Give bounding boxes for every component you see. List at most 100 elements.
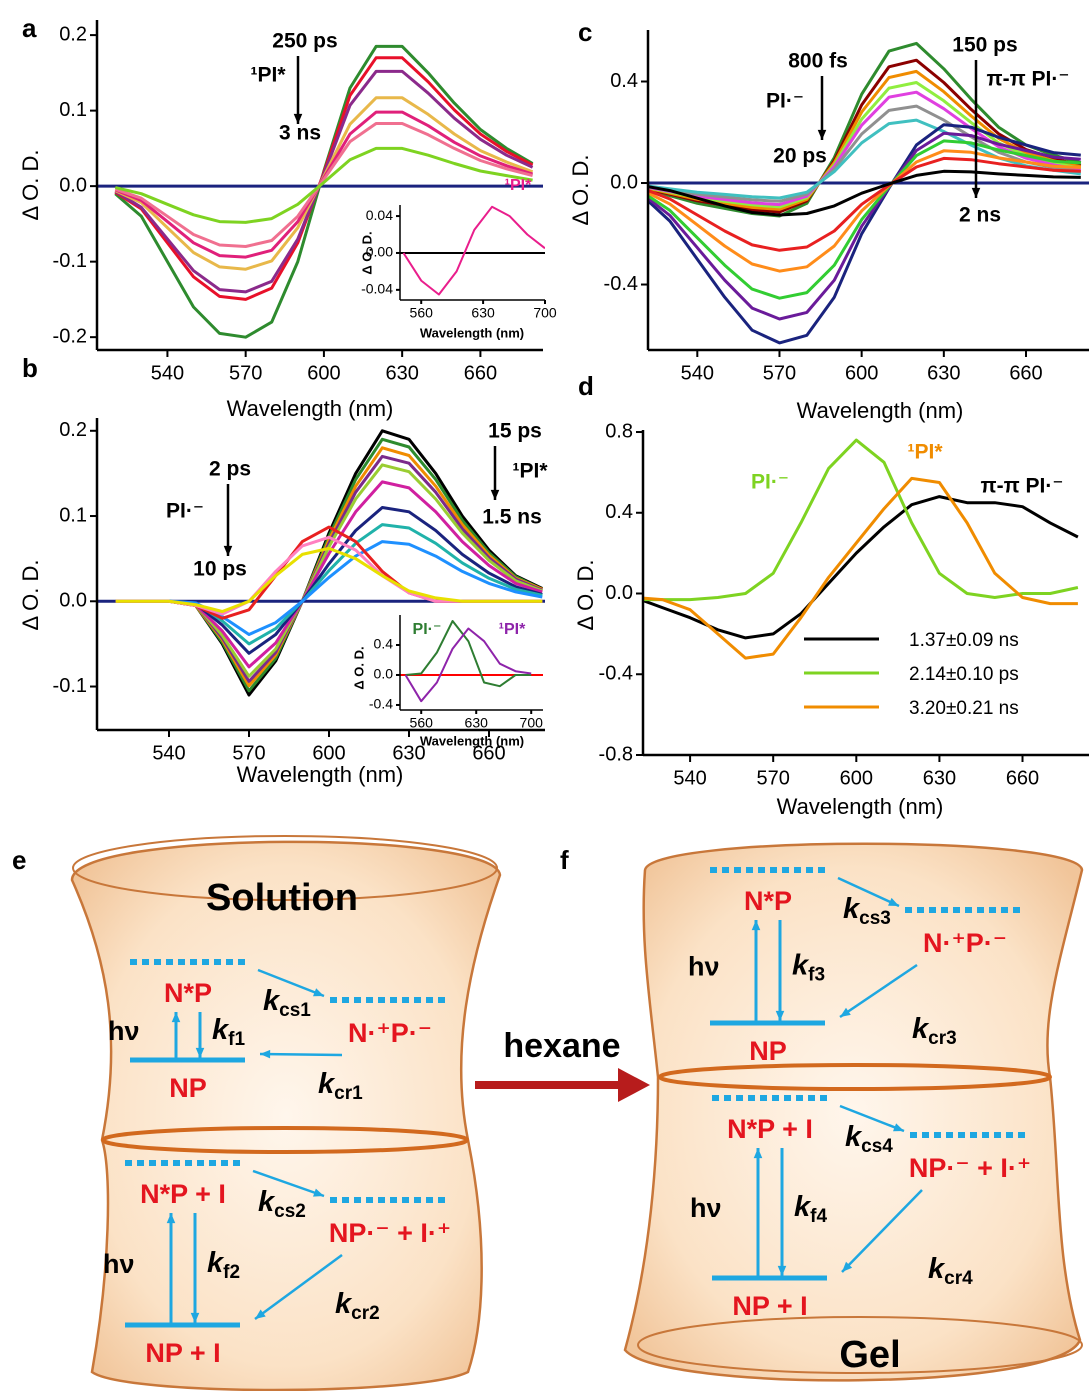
excited-state: N*P + I: [727, 1114, 813, 1144]
x-tick-label: 660: [464, 362, 497, 384]
rate-symbol: k: [912, 1013, 930, 1045]
container-rim: [637, 1316, 1083, 1374]
x-tick-label: 570: [763, 362, 796, 384]
arrowhead: [888, 897, 899, 906]
rate-subscript: cs1: [279, 1000, 311, 1021]
rate-constant: kcs3: [843, 893, 891, 929]
x-tick-label: 630: [465, 715, 489, 731]
x-tick-label: 540: [673, 767, 706, 789]
x-tick-label: 700: [520, 715, 544, 731]
panel-label: a: [22, 13, 37, 43]
y-tick-label: -0.4: [604, 273, 638, 295]
y-tick-label: -0.04: [361, 281, 393, 297]
y-tick-label: 0.2: [59, 23, 87, 45]
arrowhead: [293, 113, 303, 124]
data-line: [648, 139, 1081, 300]
annotation: 150 ps: [952, 34, 1017, 57]
container-rim: [72, 835, 498, 901]
container-divider: [658, 1063, 1052, 1091]
y-axis-label: Δ O. D.: [18, 560, 43, 631]
series-label: ¹PI*: [499, 621, 526, 638]
cs-state: NP·⁻ + I·⁺: [329, 1218, 451, 1248]
annotation-arrow: [259, 1052, 343, 1057]
arrowhead: [775, 1010, 785, 1021]
data-line: [114, 146, 533, 224]
annotation: 2 ps: [209, 458, 251, 481]
panel-label: c: [578, 17, 592, 47]
annotation: π-π PI·⁻: [987, 68, 1070, 91]
annotation: ¹PI*: [250, 64, 286, 87]
data-line: [115, 506, 543, 655]
rate-subscript: cr4: [944, 1268, 973, 1289]
y-tick-label: 0.1: [59, 504, 87, 526]
data-line: [648, 156, 1081, 252]
annotation-arrow: [252, 1169, 325, 1198]
x-tick-label: 600: [840, 767, 873, 789]
annotation-arrow: [254, 1253, 343, 1321]
panel-label: f: [560, 845, 569, 875]
x-tick-label: 660: [1006, 767, 1039, 789]
ground-state: NP + I: [732, 1291, 807, 1321]
legend-label: 2.14±0.10 ps: [909, 664, 1019, 685]
annotation: PI·⁻: [766, 90, 804, 113]
y-axis-label: Δ O. D.: [359, 231, 374, 274]
arrowhead: [166, 1213, 176, 1224]
solution-container: [70, 840, 502, 1391]
data-line: [643, 495, 1079, 640]
y-tick-label: 0.04: [366, 207, 393, 223]
y-tick-label: 0.2: [59, 419, 87, 441]
rate-constant: kf3: [792, 949, 825, 985]
data-line: [648, 169, 1081, 217]
x-axis-label: Wavelength (nm): [797, 398, 964, 423]
excitation: hν: [688, 952, 720, 982]
x-tick-label: 540: [152, 742, 185, 764]
excited-state: N*P + I: [140, 1179, 226, 1209]
rate-constant: kf4: [794, 1191, 827, 1227]
rate-constant: kcs2: [258, 1186, 306, 1222]
y-tick-label: -0.2: [53, 325, 87, 347]
data-line: [648, 41, 1082, 218]
y-tick-label: 0.8: [605, 420, 633, 442]
series-label: PI·⁻: [413, 621, 442, 638]
rate-constant: kcs4: [845, 1121, 893, 1157]
rate-subscript: f2: [223, 1262, 240, 1283]
arrowhead: [195, 1047, 205, 1058]
rate-constant: kf1: [212, 1014, 245, 1050]
data-line: [648, 104, 1082, 203]
annotation: 2 ns: [959, 204, 1001, 227]
data-line: [648, 123, 1081, 345]
arrowhead: [313, 988, 324, 997]
x-tick-label: 540: [681, 362, 714, 384]
y-tick-label: 0.0: [610, 171, 638, 193]
x-axis-label: Wavelength (nm): [237, 762, 404, 787]
rate-subscript: f1: [228, 1029, 245, 1050]
data-line: [643, 438, 1079, 602]
legend-label: 1.37±0.09 ns: [909, 630, 1019, 651]
arrowhead: [817, 129, 827, 140]
y-tick-label: -0.8: [599, 743, 633, 765]
annotation: 800 fs: [788, 50, 848, 73]
annotation: π-π PI·⁻: [981, 475, 1064, 498]
y-tick-label: -0.4: [369, 696, 393, 712]
data-line: [114, 44, 534, 339]
legend-label: 3.20±0.21 ns: [909, 698, 1019, 719]
y-tick-label: 0.4: [610, 70, 638, 92]
rate-constant: kcr2: [335, 1288, 380, 1324]
rate-symbol: k: [207, 1247, 225, 1279]
arrowhead: [971, 187, 981, 198]
annotation: PI·⁻: [166, 500, 204, 523]
y-tick-label: 0.0: [374, 666, 394, 682]
annotation: PI·⁻: [751, 471, 789, 494]
excited-state: N*P: [744, 886, 792, 916]
arrowhead: [751, 920, 761, 931]
rate-symbol: k: [843, 893, 861, 925]
x-axis-label: Wavelength (nm): [420, 325, 524, 340]
x-axis-label: Wavelength (nm): [227, 396, 394, 421]
rate-symbol: k: [318, 1068, 336, 1100]
y-axis-label: Δ O. D.: [18, 150, 43, 221]
y-tick-label: -0.4: [599, 663, 633, 685]
panel-label: d: [578, 371, 594, 401]
annotation-arrow: [841, 1189, 923, 1273]
annotation: ¹PI*: [512, 460, 548, 483]
y-tick-label: 0.4: [605, 501, 633, 523]
